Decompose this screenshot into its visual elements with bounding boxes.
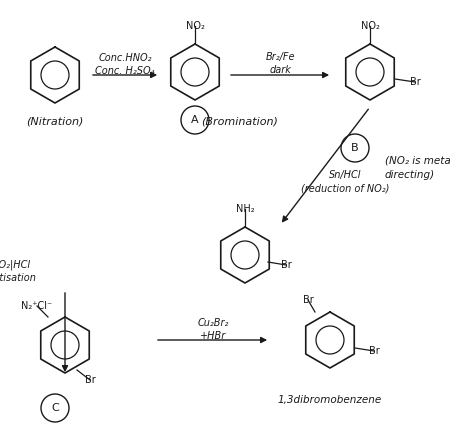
- Text: Sn/HCl: Sn/HCl: [329, 170, 361, 180]
- Text: Conc.HNO₂: Conc.HNO₂: [98, 53, 152, 63]
- Text: Br: Br: [369, 346, 379, 356]
- Text: dark: dark: [269, 65, 291, 75]
- Text: directing): directing): [385, 170, 435, 180]
- Text: +HBr: +HBr: [200, 331, 226, 341]
- Text: NO₂: NO₂: [361, 21, 380, 31]
- Text: A: A: [191, 115, 199, 125]
- Text: Br: Br: [302, 295, 313, 305]
- Text: Br: Br: [281, 260, 292, 270]
- Text: Cu₂Br₂: Cu₂Br₂: [197, 318, 228, 328]
- Text: NaNO₂|HCl: NaNO₂|HCl: [0, 260, 31, 270]
- Text: Conc. H₂SO₄: Conc. H₂SO₄: [95, 66, 155, 76]
- Text: 1,3dibromobenzene: 1,3dibromobenzene: [278, 395, 382, 405]
- Text: C: C: [51, 403, 59, 413]
- Text: N₂⁺Cl⁻: N₂⁺Cl⁻: [21, 301, 53, 311]
- Text: (NO₂ is meta: (NO₂ is meta: [385, 155, 451, 165]
- Text: (Nitration): (Nitration): [27, 116, 84, 126]
- Text: Br₂/Fe: Br₂/Fe: [265, 52, 295, 62]
- Text: NH₂: NH₂: [236, 204, 255, 214]
- Text: Diazotisation: Diazotisation: [0, 273, 37, 283]
- Text: B: B: [351, 143, 359, 153]
- Text: (reduction of NO₂): (reduction of NO₂): [301, 183, 389, 193]
- Text: Br: Br: [85, 375, 95, 385]
- Text: Br: Br: [410, 77, 420, 87]
- Text: (Bromination): (Bromination): [201, 116, 278, 126]
- Text: NO₂: NO₂: [185, 21, 204, 31]
